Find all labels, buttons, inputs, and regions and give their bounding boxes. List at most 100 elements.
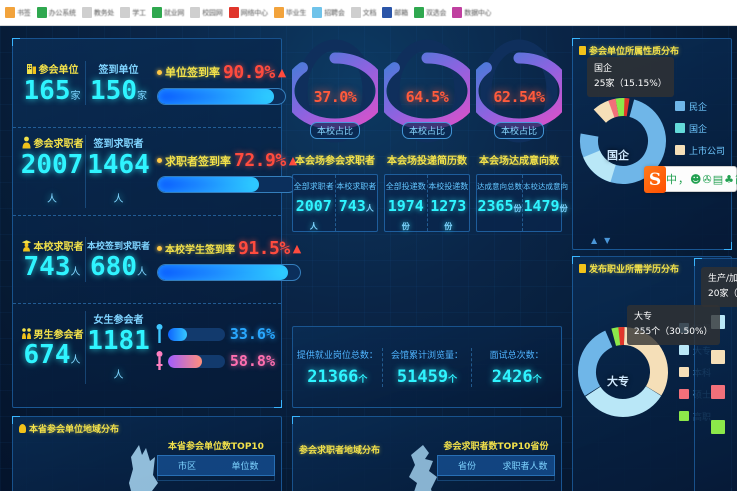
bookmark-item[interactable]: 学工 — [117, 4, 149, 22]
arrow-up-icon: ▲ — [292, 242, 302, 255]
browser-bookmarks-bar[interactable]: 书签 办公系统 教务处 学工 就业网 校园网 网络中心 毕业生 招聘会 文档 邮箱 双选会 数据中心 — [0, 0, 737, 26]
kpi-unit: 人 — [113, 193, 124, 205]
bookmark-item[interactable]: 教务处 — [79, 4, 117, 22]
kpi-label: 签到单位 — [98, 65, 139, 77]
bookmark-label: 书签 — [17, 8, 31, 17]
gauge-chart: 62.54% 本校占比 本会场达成意向数 — [476, 38, 562, 167]
bookmark-favicon-icon — [36, 7, 47, 18]
bookmark-item[interactable]: 文档 — [348, 4, 380, 22]
sogou-logo-icon[interactable]: S — [644, 166, 666, 193]
legend-swatch — [675, 145, 685, 155]
bookmark-item[interactable]: 校园网 — [187, 4, 225, 22]
gauge-percent: 62.54% — [493, 88, 545, 106]
donut-svg — [578, 326, 668, 417]
flag-icon — [579, 46, 586, 55]
bookmark-item[interactable]: 书签 — [2, 4, 34, 22]
bookmark-label: 就业网 — [163, 8, 185, 17]
panel-title-text: 参会求职者地域分布 — [299, 446, 381, 456]
arrow-up-icon: ▲ — [288, 154, 298, 167]
pager-up-icon[interactable]: ▲ — [591, 236, 598, 245]
bookmark-favicon-icon — [452, 7, 463, 18]
ime-punctuation-button[interactable]: ， — [678, 172, 689, 186]
total-unit: 个 — [448, 374, 458, 385]
column-header: 市区 — [177, 462, 196, 472]
bookmark-label: 文档 — [362, 8, 377, 17]
bookmark-item[interactable]: 办公系统 — [34, 4, 79, 22]
panel-title: 参会单位所属性质分布 — [573, 39, 731, 59]
total-number: 51459 — [396, 366, 449, 387]
ime-voice-button[interactable]: ✇ — [702, 172, 712, 186]
bookmark-item[interactable]: 毕业生 — [271, 4, 309, 22]
rate-line: 求职者签到率 72.9% ▲ — [157, 150, 297, 171]
progress-bar-fill — [158, 265, 289, 280]
kpi-unit: 人 — [136, 267, 147, 279]
bookmark-item[interactable]: 双选会 — [411, 4, 449, 22]
bookmark-label: 毕业生 — [285, 8, 307, 17]
kpi-label: 参会求职者 — [33, 139, 84, 151]
ime-simplified-button[interactable]: 简 — [735, 174, 737, 185]
kpi-unit: 人 — [70, 267, 81, 279]
column-header: 求职者人数 — [502, 462, 548, 472]
bookmark-item[interactable]: 邮箱 — [379, 4, 411, 22]
ime-toolbox-button[interactable]: ▤ — [712, 172, 724, 186]
ime-skin-button[interactable]: ♣ — [724, 172, 734, 186]
legend-swatch — [679, 389, 689, 399]
bookmark-label: 双选会 — [425, 8, 447, 17]
gauge-chip-label: 本校占比 — [401, 122, 453, 139]
kpi-head: 女生参会者 — [86, 311, 151, 327]
bookmark-favicon-icon — [312, 7, 323, 18]
stat-label: 全部求职者 — [293, 182, 334, 191]
gauge-chip-label: 本校占比 — [493, 122, 545, 139]
legend-item[interactable]: 上市公司 — [675, 144, 725, 157]
kpi-number: 150 — [90, 75, 137, 106]
kpi-head: 本校签到求职者 — [86, 237, 151, 253]
ime-emoji-button[interactable]: ☻ — [690, 172, 702, 186]
rate-label: 本校学生签到率 — [165, 245, 235, 256]
legend-pager[interactable]: ▲ ▼ — [591, 236, 610, 245]
legend-item[interactable] — [711, 385, 737, 399]
progress-bar — [157, 176, 298, 193]
legend-item[interactable] — [711, 420, 737, 434]
stat-number: 2365 — [477, 197, 514, 215]
sogou-ime-toolbar[interactable]: S 中 ， ☻ ✇ ▤ ♣ 简 — [644, 166, 737, 193]
table-header: 省份 求职者人数 — [437, 455, 555, 476]
legend-swatch — [675, 123, 685, 133]
bullet-dot-icon — [157, 246, 162, 251]
progress-bar — [157, 87, 287, 105]
kpi-head: 参会求职者 — [19, 135, 85, 151]
kpi-number: 165 — [23, 75, 71, 106]
rate-block: 求职者签到率 72.9% ▲ — [151, 150, 298, 193]
gender-row: 男生参会者 674人 女生参会者 1181人 — [13, 303, 281, 391]
stat-cell: 本校达成意向 1479份 — [522, 175, 568, 231]
bookmark-item[interactable]: 数据中心 — [449, 4, 494, 22]
kpi-unit: 人 — [113, 369, 124, 381]
bookmark-label: 校园网 — [202, 8, 223, 17]
bookmark-favicon-icon — [151, 7, 162, 18]
bookmark-favicon-icon — [413, 7, 424, 18]
kpi-cell: 签到单位 150家 — [85, 60, 151, 106]
arrow-up-icon: ▲ — [277, 65, 287, 79]
bookmark-item[interactable]: 招聘会 — [309, 4, 347, 22]
total-label: 会馆累计浏览量： — [391, 350, 464, 361]
kpi-label: 参会单位 — [38, 65, 79, 77]
panel-title: 参会求职者地域分布 — [293, 417, 561, 458]
table-cell — [496, 476, 554, 480]
kpi-cell: 签到求职者 1464 人 — [85, 134, 151, 209]
legend-item[interactable]: 国企 — [675, 122, 725, 135]
pager-down-icon[interactable]: ▼ — [604, 236, 611, 245]
total-cell: 提供就业岗位总数： 21366个 — [293, 348, 382, 387]
donut-center-label: 国企 — [607, 149, 629, 162]
totals-panel: 提供就业岗位总数： 21366个 会馆累计浏览量： 51459个 面试总次数： … — [292, 326, 562, 408]
legend-item[interactable] — [711, 350, 737, 364]
stat-unit: 份 — [401, 222, 410, 231]
legend-item[interactable]: 民企 — [675, 100, 725, 113]
table-header: 市区 单位数 — [157, 455, 275, 476]
bookmark-item[interactable]: 就业网 — [149, 4, 187, 22]
kpi-value: 674人 — [19, 341, 85, 370]
stat-number: 1273 — [430, 197, 467, 215]
bookmark-item[interactable]: 网络中心 — [226, 4, 271, 22]
table-cell — [216, 476, 274, 480]
industry-legend — [695, 259, 737, 434]
kpi-cell: 参会求职者 2007 人 — [19, 135, 85, 208]
ime-chinese-mode-button[interactable]: 中 — [666, 172, 677, 186]
